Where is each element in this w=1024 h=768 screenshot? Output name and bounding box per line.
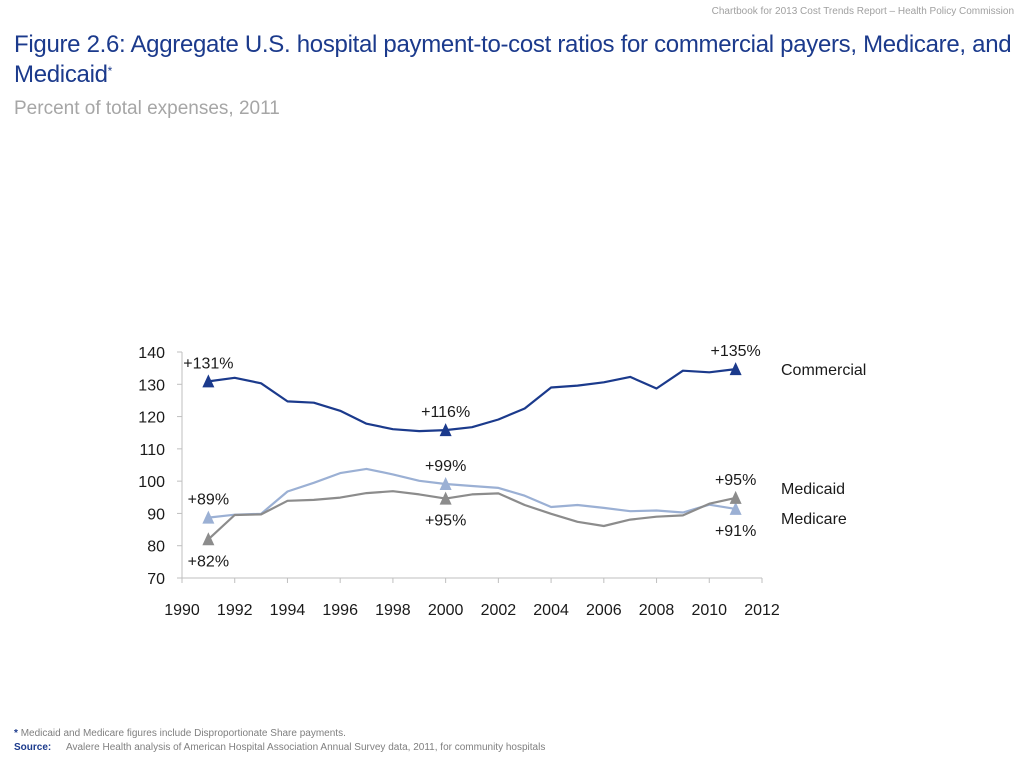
medicaid-series-label: Medicaid xyxy=(781,481,845,498)
source-label: Source: xyxy=(14,742,52,753)
chart-title: Figure 2.6: Aggregate U.S. hospital paym… xyxy=(14,30,1014,90)
title-footnote-marker: * xyxy=(107,64,113,78)
y-tick-label: 70 xyxy=(147,571,165,588)
axes: 70 80 90 100 110 120 130 140 1990 1992 1994 1996 199… xyxy=(138,345,780,619)
commercial-data-label: +131% xyxy=(183,355,233,372)
footnote-marker: * xyxy=(14,728,18,739)
x-tick-label: 1998 xyxy=(375,602,411,619)
x-tick-label: 2008 xyxy=(639,602,675,619)
medicaid-marker xyxy=(439,477,452,491)
header-note: Chartbook for 2013 Cost Trends Report – … xyxy=(711,6,1014,17)
y-tick-label: 120 xyxy=(138,410,165,427)
commercial-data-label: +135% xyxy=(711,343,761,360)
x-tick-label: 1992 xyxy=(217,602,253,619)
medicare-marker xyxy=(439,491,452,505)
footnote-text: Medicaid and Medicare figures include Di… xyxy=(20,728,346,739)
series-markers xyxy=(202,362,742,546)
footnote-line: * Medicaid and Medicare figures include … xyxy=(14,727,545,741)
commercial-marker xyxy=(439,423,452,437)
y-tick-label: 110 xyxy=(139,442,165,459)
y-tick-label: 80 xyxy=(147,539,165,556)
medicare-line xyxy=(207,490,736,541)
chart-title-text: Figure 2.6: Aggregate U.S. hospital paym… xyxy=(14,31,1012,88)
commercial-line xyxy=(208,368,736,433)
medicaid-marker xyxy=(202,510,215,524)
medicare-data-label: +82% xyxy=(188,553,229,570)
y-tick-label: 130 xyxy=(138,377,165,394)
medicare-data-label: +95% xyxy=(715,472,756,489)
commercial-marker xyxy=(729,362,742,376)
x-tick-label: 1990 xyxy=(164,602,200,619)
y-tick-label: 140 xyxy=(138,345,165,362)
medicare-marker xyxy=(202,532,215,546)
commercial-series-label: Commercial xyxy=(781,362,866,379)
x-tick-label: 1996 xyxy=(322,602,358,619)
chart-subtitle: Percent of total expenses, 2011 xyxy=(14,98,280,119)
medicaid-data-label: +91% xyxy=(715,523,756,540)
y-tick-label: 90 xyxy=(147,506,165,523)
x-tick-label: 2012 xyxy=(744,602,780,619)
line-chart: 70 80 90 100 110 120 130 140 1990 1992 1994 1996 199… xyxy=(138,343,866,619)
footnote: * Medicaid and Medicare figures include … xyxy=(14,727,545,755)
y-tick-label: 100 xyxy=(138,474,165,491)
series-labels: Commercial Medicaid Medicare xyxy=(781,362,866,528)
x-tick-label: 2004 xyxy=(533,602,569,619)
source-text: Avalere Health analysis of American Hosp… xyxy=(66,742,546,753)
x-tick-label: 2000 xyxy=(428,602,464,619)
medicare-series-label: Medicare xyxy=(781,511,847,528)
x-tick-label: 2010 xyxy=(691,602,727,619)
medicare-data-label: +95% xyxy=(425,513,466,530)
source-line: Source: Avalere Health analysis of Ameri… xyxy=(14,741,545,755)
medicaid-line xyxy=(208,467,736,519)
commercial-data-label: +116% xyxy=(421,404,470,421)
commercial-marker xyxy=(202,374,215,388)
series-lines xyxy=(207,368,736,541)
medicaid-data-label: +89% xyxy=(188,492,229,509)
medicaid-marker xyxy=(729,501,742,515)
medicare-marker xyxy=(729,490,742,504)
x-tick-label: 2002 xyxy=(481,602,517,619)
x-tick-label: 1994 xyxy=(270,602,306,619)
medicaid-data-label: +99% xyxy=(425,458,466,475)
x-tick-label: 2006 xyxy=(586,602,622,619)
data-labels: +131% +116% +135% +89% +99% +91% +82% +95% +95% xyxy=(183,343,761,570)
